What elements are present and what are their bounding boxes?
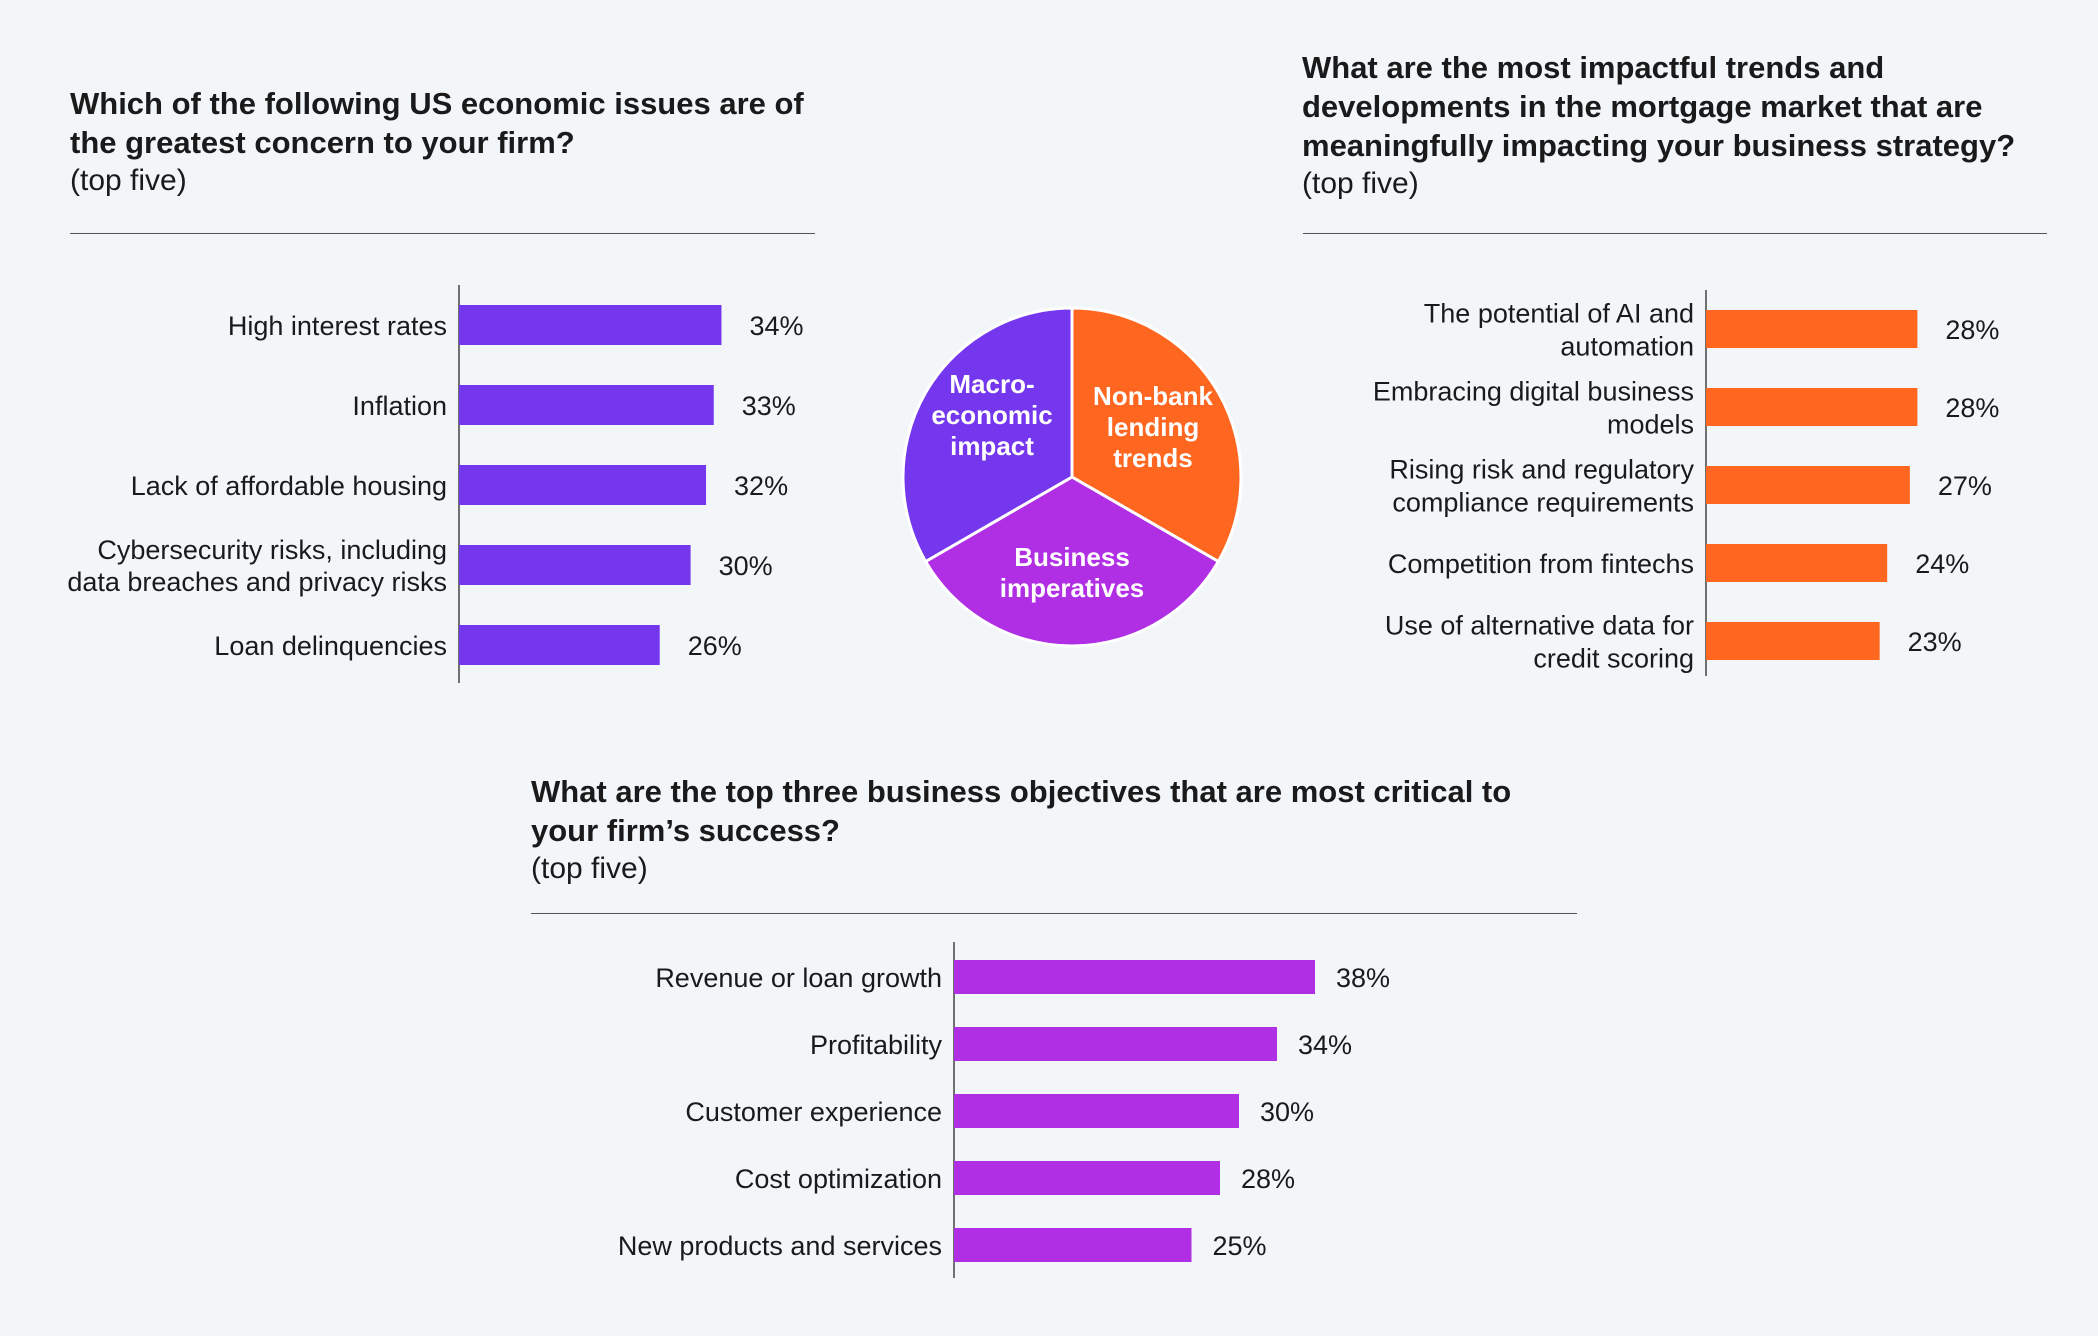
chart1-value-label: 33% — [742, 391, 796, 421]
pie-slice-label: Business imperatives — [1000, 542, 1145, 603]
chart3-title: What are the top three business objectiv… — [531, 774, 1512, 848]
chart1-category-label: Loan delinquencies — [214, 631, 447, 661]
chart3-bar — [954, 960, 1315, 994]
chart3-category-label: New products and services — [618, 1231, 942, 1261]
pie-slice — [901, 306, 1074, 564]
chart3-divider — [531, 913, 1577, 914]
chart1-divider — [70, 233, 815, 234]
chart1-bar — [459, 625, 660, 665]
chart1-category-label: Lack of affordable housing — [131, 471, 447, 501]
chart1-value-label: 32% — [734, 471, 788, 501]
chart1-bar — [459, 305, 722, 345]
chart3-value-label: 25% — [1213, 1231, 1267, 1261]
chart2-category-label: Use of alternative data for credit scorin… — [1385, 611, 1694, 674]
chart2-bar — [1706, 466, 1910, 504]
chart1-category-label: Inflation — [352, 391, 447, 421]
chart3-category-label: Profitability — [810, 1030, 943, 1060]
chart2-value-label: 28% — [1945, 315, 1999, 345]
pie-slice — [923, 475, 1221, 648]
chart3-bar — [954, 1027, 1277, 1061]
chart2-category-label: The potential of AI and automation — [1424, 299, 1694, 362]
chart2-bar — [1706, 622, 1880, 660]
chart2-category-label: Rising risk and regulatory compliance req… — [1389, 455, 1694, 518]
chart1-subtitle: (top five) — [70, 164, 187, 197]
chart3-value-label: 34% — [1298, 1030, 1352, 1060]
chart3-bar — [954, 1161, 1220, 1195]
pie-slice — [1070, 306, 1243, 564]
chart1-value-label: 34% — [749, 311, 803, 341]
panel-economic-issues: Which of the following US economic issue… — [70, 84, 830, 200]
chart2-value-label: 27% — [1938, 471, 1992, 501]
chart1-category-label: Cybersecurity risks, including data breac… — [67, 535, 447, 597]
chart1-bar — [459, 545, 691, 585]
chart2-value-label: 24% — [1915, 549, 1969, 579]
chart2-value-label: 23% — [1908, 627, 1962, 657]
pie-slice-label: Macro-economic impact — [931, 369, 1052, 461]
chart3-value-label: 38% — [1336, 963, 1390, 993]
pie-slice-label: Non-bank lending trends — [1093, 381, 1213, 473]
chart2-title: What are the most impactful trends and d… — [1302, 50, 2016, 163]
chart3-subtitle: (top five) — [531, 852, 648, 885]
panel-business-objectives: What are the top three business objectiv… — [531, 772, 1581, 888]
chart3-category-label: Customer experience — [685, 1097, 942, 1127]
chart1-value-label: 30% — [719, 551, 773, 581]
chart3-category-label: Revenue or loan growth — [655, 963, 942, 993]
chart3-bar — [954, 1094, 1239, 1128]
chart2-bar — [1706, 544, 1888, 582]
chart2-subtitle: (top five) — [1302, 167, 1419, 200]
panel-mortgage-trends: What are the most impactful trends and d… — [1302, 48, 2092, 203]
chart1-category-label: High interest rates — [228, 311, 447, 341]
chart1-bar — [459, 385, 714, 425]
chart1-value-label: 26% — [688, 631, 742, 661]
chart1-title: Which of the following US economic issue… — [70, 86, 804, 160]
chart3-value-label: 30% — [1260, 1097, 1314, 1127]
chart2-category-label: Embracing digital business models — [1373, 377, 1694, 440]
chart2-bar — [1706, 310, 1918, 348]
chart2-divider — [1303, 233, 2047, 234]
chart2-category-label: Competition from fintechs — [1388, 549, 1694, 579]
chart2-value-label: 28% — [1945, 393, 1999, 423]
chart3-value-label: 28% — [1241, 1164, 1295, 1194]
chart1-bar — [459, 465, 707, 505]
chart2-bar — [1706, 388, 1918, 426]
chart3-category-label: Cost optimization — [735, 1164, 942, 1194]
chart3-bar — [954, 1228, 1192, 1262]
